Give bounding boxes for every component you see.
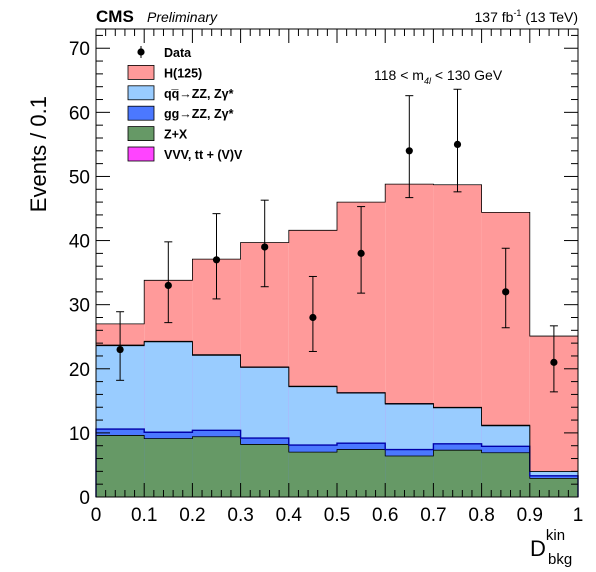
stack-outline-1: [95, 428, 579, 497]
y-tick-label-6: 60: [69, 103, 90, 124]
legend-swatch-3: [127, 105, 155, 121]
x-tick-label-10: 1: [573, 505, 584, 526]
x-tick-label-4: 0.4: [276, 505, 303, 526]
x-axis-title: Dkin: [530, 527, 565, 561]
legend-swatch-2: [127, 85, 155, 101]
legend-label-1: H(125): [164, 66, 202, 80]
luminosity-label: 137 fb-1 (13 TeV): [475, 8, 579, 25]
mass-window-pre: 118 < m: [374, 67, 424, 83]
y-tick-label-2: 20: [69, 360, 90, 381]
legend-swatch-1: [127, 65, 155, 80]
stack-bar-0-4: [288, 452, 337, 497]
mass-window-post: < 130 GeV: [431, 67, 503, 83]
legend-label-3: gg→ZZ, Zγ*: [164, 107, 234, 121]
status-label: Preliminary: [147, 9, 218, 25]
y-axis-title: Events / 0.1: [26, 96, 51, 212]
data-point-5: [357, 249, 365, 257]
legend-swatch-5: [127, 146, 155, 162]
legend-label-4: Z+X: [164, 128, 188, 142]
axis-ticks: 0 0.1 0.2 0.3 0.4 0.5 0.6 0.7 0.8 0.9 101020304050…: [69, 29, 583, 526]
mass-window-annotation: 118 < m4l < 130 GeV: [374, 67, 503, 86]
data-point-4: [309, 313, 317, 322]
experiment-label: CMS: [96, 7, 134, 26]
stack-bar-0-5: [337, 449, 386, 497]
stack-bar-0-6: [385, 455, 434, 497]
stack-bar-0-1: [144, 438, 193, 497]
data-point-1: [164, 281, 172, 290]
data-point-0: [116, 345, 124, 354]
legend-label-0: Data: [164, 46, 192, 60]
y-tick-label-5: 50: [69, 167, 90, 188]
data-point-6: [405, 147, 413, 155]
x-tick-label-6: 0.6: [372, 505, 398, 526]
stack-bar-0-0: [96, 435, 145, 497]
mass-window-sub: 4l: [424, 76, 432, 86]
data-point-9: [550, 358, 558, 366]
data-point-7: [453, 140, 462, 148]
stack-bar-0-9: [529, 478, 578, 497]
x-tick-label-1: 0.1: [131, 505, 157, 526]
legend-swatch-4: [127, 126, 155, 141]
data-point-8: [502, 288, 510, 296]
stack-bar-0-2: [192, 436, 241, 497]
x-tick-label-2: 0.2: [179, 505, 205, 526]
stack-bar-0-8: [481, 452, 530, 497]
x-tick-label-5: 0.5: [324, 505, 350, 526]
data-point-2: [212, 256, 221, 264]
y-tick-label-4: 40: [69, 232, 90, 253]
lumi-value: 137 fb: [475, 9, 514, 25]
x-axis-title-sub: bkg: [548, 551, 572, 568]
y-tick-label-0: 0: [79, 488, 90, 509]
x-tick-label-0: 0: [91, 505, 102, 526]
x-axis-title-sup: kin: [546, 527, 565, 544]
y-tick-label-3: 30: [69, 296, 90, 317]
data-points-layer: [116, 88, 558, 393]
lumi-energy: (13 TeV): [521, 9, 578, 25]
y-tick-label-1: 10: [69, 424, 90, 445]
stack-bar-0-3: [240, 444, 289, 497]
x-axis-title-main: D: [530, 536, 546, 561]
x-tick-label-9: 0.9: [517, 505, 543, 526]
lumi-exponent: -1: [513, 8, 521, 18]
y-tick-label-7: 70: [69, 39, 90, 60]
legend-label-5: VVV, tt + (V)V: [164, 148, 243, 162]
x-tick-label-8: 0.8: [468, 505, 494, 526]
stack-bar-0-7: [433, 450, 482, 497]
legend: Data H(125) qq̅→ZZ, Zγ* gg→ZZ, Zγ* Z+X VVV, t…: [127, 46, 243, 162]
stack-outline-3: [95, 340, 579, 497]
legend-label-2: qq̅→ZZ, Zγ*: [164, 87, 234, 101]
stack-outline-0: [95, 435, 579, 497]
x-tick-label-3: 0.3: [227, 505, 253, 526]
legend-data-marker: [137, 48, 145, 56]
data-point-3: [261, 243, 269, 251]
stack-layer: [96, 184, 578, 497]
x-tick-label-7: 0.7: [420, 505, 446, 526]
